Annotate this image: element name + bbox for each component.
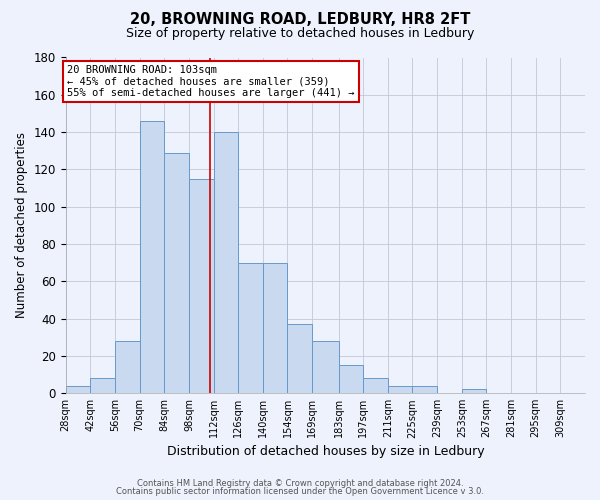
Bar [90, 378, 115, 393]
Bar [388, 386, 412, 393]
Bar [189, 178, 214, 393]
Bar [238, 262, 263, 393]
Text: Size of property relative to detached houses in Ledbury: Size of property relative to detached ho… [126, 28, 474, 40]
Bar [287, 324, 312, 393]
Bar [214, 132, 238, 393]
Bar [164, 152, 189, 393]
Bar [312, 341, 338, 393]
Text: 20, BROWNING ROAD, LEDBURY, HR8 2FT: 20, BROWNING ROAD, LEDBURY, HR8 2FT [130, 12, 470, 28]
Bar [65, 386, 90, 393]
Bar [115, 341, 140, 393]
Text: Contains public sector information licensed under the Open Government Licence v : Contains public sector information licen… [116, 487, 484, 496]
Text: 20 BROWNING ROAD: 103sqm
← 45% of detached houses are smaller (359)
55% of semi-: 20 BROWNING ROAD: 103sqm ← 45% of detach… [67, 65, 355, 98]
Bar [338, 365, 363, 393]
Text: Contains HM Land Registry data © Crown copyright and database right 2024.: Contains HM Land Registry data © Crown c… [137, 478, 463, 488]
Bar [462, 390, 487, 393]
Y-axis label: Number of detached properties: Number of detached properties [15, 132, 28, 318]
Bar [263, 262, 287, 393]
X-axis label: Distribution of detached houses by size in Ledbury: Distribution of detached houses by size … [167, 444, 484, 458]
Bar [412, 386, 437, 393]
Bar [363, 378, 388, 393]
Bar [140, 121, 164, 393]
